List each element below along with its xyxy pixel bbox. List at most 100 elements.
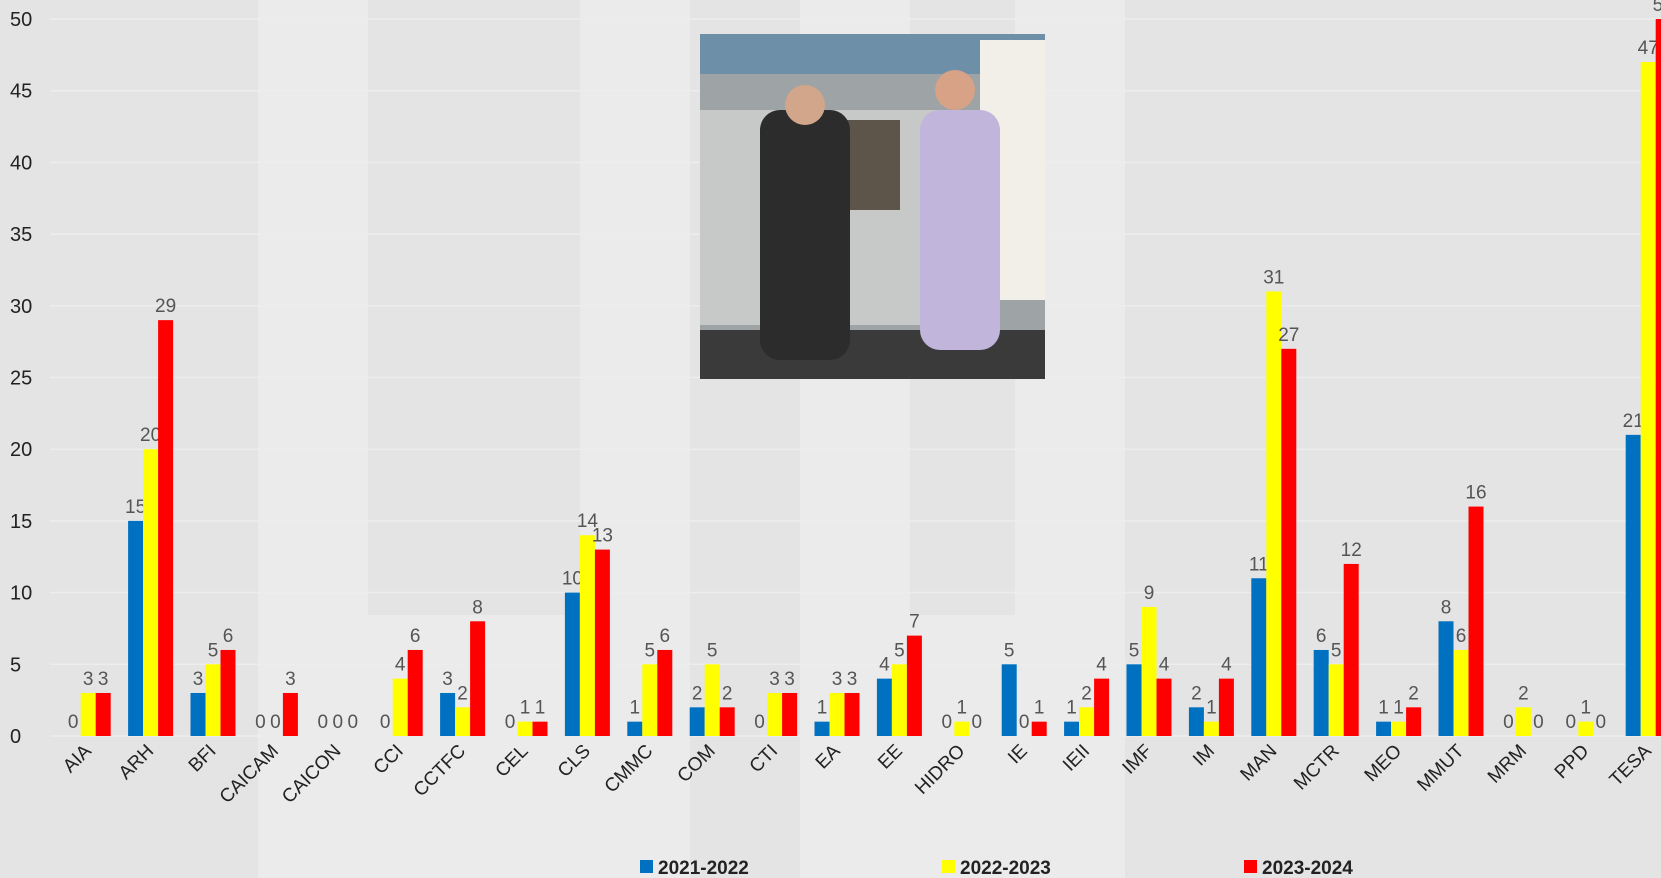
value-label: 0 xyxy=(1503,712,1514,733)
value-label: 8 xyxy=(472,597,483,618)
bar xyxy=(1655,19,1661,736)
value-label: 2 xyxy=(457,683,468,704)
bar xyxy=(1266,291,1282,736)
y-tick-label: 40 xyxy=(10,152,32,174)
value-label: 29 xyxy=(155,296,176,317)
legend-label: 2023-2024 xyxy=(1262,858,1353,878)
bar xyxy=(470,621,486,736)
bar xyxy=(1188,707,1204,736)
value-label: 27 xyxy=(1278,325,1299,346)
bar xyxy=(1031,721,1047,736)
value-label: 0 xyxy=(333,712,344,733)
legend: 2021-2022 2022-2023 2023-2024 xyxy=(640,858,1353,878)
value-label: 1 xyxy=(535,698,546,719)
bar xyxy=(1438,621,1454,736)
value-label: 0 xyxy=(255,712,266,733)
value-label: 1 xyxy=(1034,698,1045,719)
value-label: 16 xyxy=(1465,483,1486,504)
value-label: 6 xyxy=(660,626,671,647)
y-tick-label: 10 xyxy=(10,583,32,605)
value-label: 0 xyxy=(1596,712,1607,733)
value-label: 2 xyxy=(722,683,733,704)
value-label: 10 xyxy=(562,569,583,590)
bar xyxy=(579,535,595,736)
bar xyxy=(1126,664,1142,736)
bar xyxy=(954,721,970,736)
value-label: 2 xyxy=(1518,683,1529,704)
value-label: 21 xyxy=(1623,411,1644,432)
value-label: 9 xyxy=(1144,583,1155,604)
bar xyxy=(906,635,922,736)
bar xyxy=(1328,664,1344,736)
y-tick-label: 45 xyxy=(10,81,32,103)
bar xyxy=(829,692,845,736)
value-label: 20 xyxy=(140,425,161,446)
y-tick-label: 15 xyxy=(10,511,32,533)
value-label: 0 xyxy=(348,712,359,733)
y-tick-label: 20 xyxy=(10,439,32,461)
value-label: 5 xyxy=(1129,640,1140,661)
bar xyxy=(657,649,673,736)
value-label: 6 xyxy=(223,626,234,647)
value-label: 0 xyxy=(1533,712,1544,733)
value-label: 3 xyxy=(832,669,843,690)
value-label: 2 xyxy=(692,683,703,704)
value-label: 0 xyxy=(754,712,765,733)
value-label: 2 xyxy=(1408,683,1419,704)
bar xyxy=(1468,506,1484,736)
value-label: 5 xyxy=(707,640,718,661)
value-label: 1 xyxy=(957,698,968,719)
bar xyxy=(1218,678,1234,736)
value-label: 1 xyxy=(1393,698,1404,719)
value-label: 0 xyxy=(972,712,983,733)
bar xyxy=(564,592,580,736)
bar xyxy=(1343,563,1359,736)
value-label: 0 xyxy=(505,712,516,733)
legend-swatch xyxy=(640,860,653,873)
value-label: 1 xyxy=(1206,698,1217,719)
bar xyxy=(143,449,159,736)
bar xyxy=(814,721,830,736)
value-label: 4 xyxy=(879,655,890,676)
value-label: 4 xyxy=(1221,655,1232,676)
value-label: 6 xyxy=(410,626,421,647)
value-label: 5 xyxy=(645,640,656,661)
bar xyxy=(80,692,96,736)
value-label: 11 xyxy=(1249,554,1269,575)
y-tick-label: 25 xyxy=(10,368,32,390)
value-label: 0 xyxy=(270,712,281,733)
value-label: 47 xyxy=(1638,38,1659,59)
value-label: 3 xyxy=(784,669,795,690)
bar xyxy=(1515,707,1531,736)
value-label: 0 xyxy=(318,712,329,733)
bar xyxy=(407,649,423,736)
bar xyxy=(642,664,658,736)
bar xyxy=(95,692,111,736)
value-label: 4 xyxy=(395,655,406,676)
value-label: 0 xyxy=(942,712,953,733)
bar xyxy=(689,707,705,736)
value-label: 1 xyxy=(817,698,828,719)
value-label: 3 xyxy=(769,669,780,690)
bar xyxy=(190,692,206,736)
bar xyxy=(392,678,408,736)
bar xyxy=(128,520,144,736)
bar xyxy=(532,721,548,736)
value-label: 8 xyxy=(1441,597,1452,618)
bar xyxy=(1251,578,1267,736)
value-label: 5 xyxy=(208,640,219,661)
value-label: 4 xyxy=(1159,655,1170,676)
legend-label: 2022-2023 xyxy=(960,858,1051,878)
value-label: 12 xyxy=(1341,540,1362,561)
value-label: 0 xyxy=(380,712,391,733)
bar xyxy=(627,721,643,736)
value-label: 1 xyxy=(520,698,531,719)
bar xyxy=(1141,606,1157,736)
bar xyxy=(1625,434,1641,736)
bar xyxy=(205,664,221,736)
bar xyxy=(220,649,236,736)
bar xyxy=(440,692,456,736)
bar xyxy=(1313,649,1329,736)
value-label: 1 xyxy=(1581,698,1592,719)
